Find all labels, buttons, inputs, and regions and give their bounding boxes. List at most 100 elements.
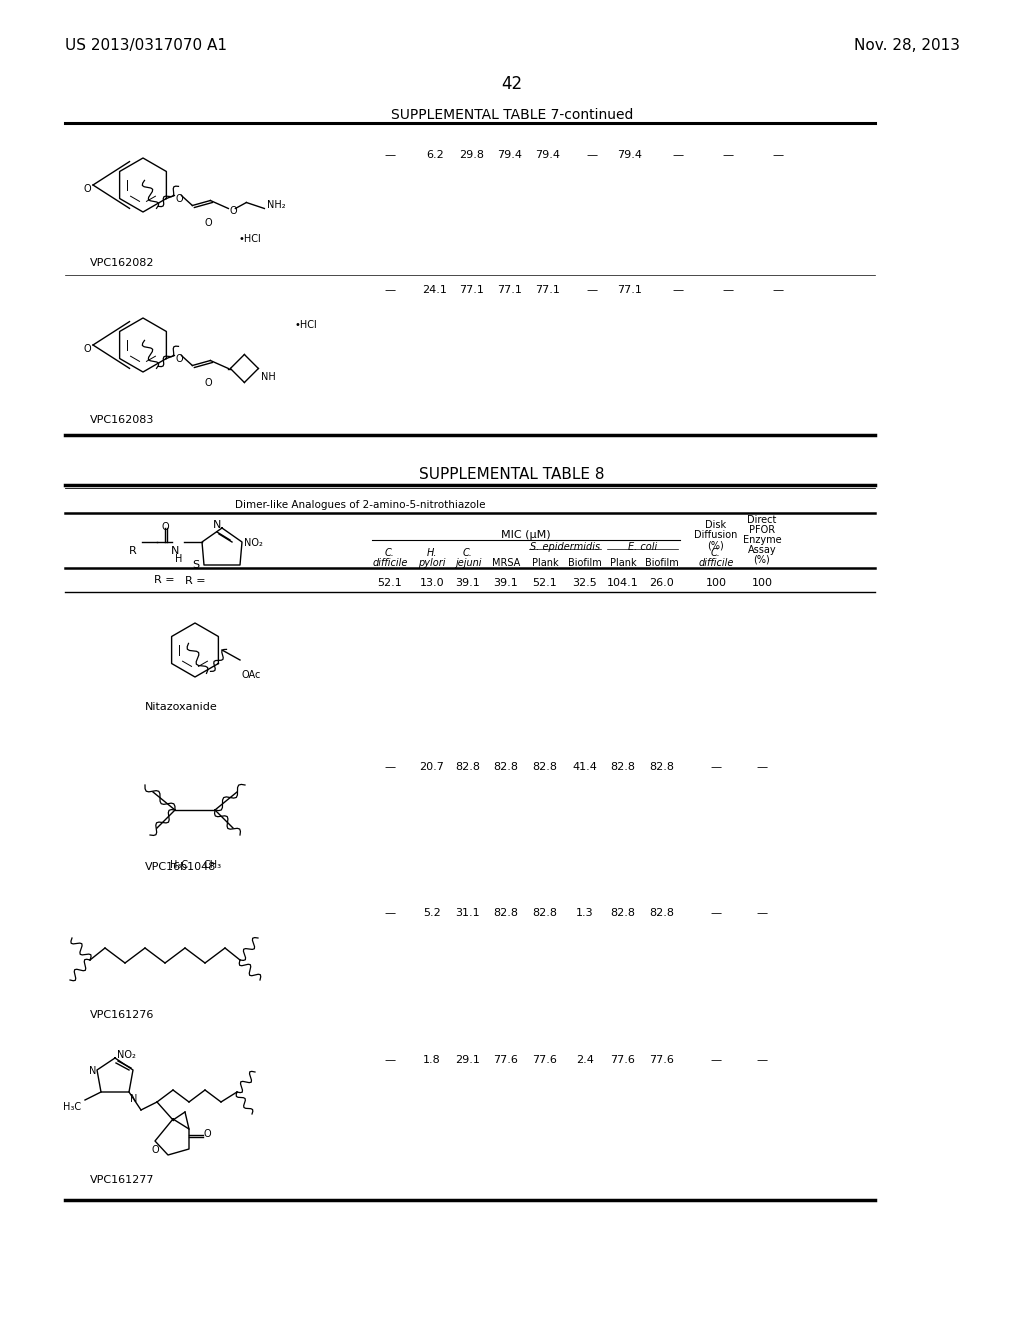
Text: OAc: OAc [242,671,261,680]
Text: NH₂: NH₂ [267,201,286,210]
Text: Nov. 28, 2013: Nov. 28, 2013 [854,38,961,53]
Text: O: O [229,206,237,215]
Text: —: — [772,285,783,294]
Text: 79.4: 79.4 [617,150,642,160]
Text: 77.1: 77.1 [617,285,642,294]
Text: 82.8: 82.8 [494,908,518,917]
Text: 82.8: 82.8 [532,762,557,772]
Text: —: — [723,285,733,294]
Text: 77.6: 77.6 [649,1055,675,1065]
Text: 82.8: 82.8 [610,762,636,772]
Text: —: — [757,908,768,917]
Text: 79.4: 79.4 [498,150,522,160]
Text: 42: 42 [502,75,522,92]
Text: 52.1: 52.1 [532,578,557,587]
Text: N: N [130,1094,137,1104]
Text: R: R [129,546,137,556]
Text: 41.4: 41.4 [572,762,597,772]
Text: C.: C. [385,548,395,558]
Text: •HCl: •HCl [239,235,261,244]
Text: —: — [711,908,722,917]
Text: —: — [587,285,598,294]
Text: 77.6: 77.6 [532,1055,557,1065]
Text: —: — [587,150,598,160]
Text: 82.8: 82.8 [456,762,480,772]
Text: O: O [205,379,212,388]
Text: —: — [772,150,783,160]
Text: —: — [757,762,768,772]
Text: pylori: pylori [418,558,445,568]
Text: —: — [711,1055,722,1065]
Text: 77.6: 77.6 [494,1055,518,1065]
Text: Enzyme: Enzyme [742,535,781,545]
Text: —: — [384,762,395,772]
Text: 39.1: 39.1 [494,578,518,587]
Text: O: O [83,183,91,194]
Text: H₃C: H₃C [170,861,188,870]
Text: VPC161277: VPC161277 [90,1175,155,1185]
Text: jejuni: jejuni [455,558,481,568]
Text: 82.8: 82.8 [532,908,557,917]
Text: —: — [711,762,722,772]
Text: C.: C. [463,548,473,558]
Text: MRSA: MRSA [492,558,520,568]
Text: O: O [151,1144,159,1155]
Text: H₃C: H₃C [63,1102,81,1111]
Text: 29.8: 29.8 [460,150,484,160]
Text: 52.1: 52.1 [378,578,402,587]
Text: 31.1: 31.1 [456,908,480,917]
Text: N: N [89,1067,96,1076]
Text: 100: 100 [706,578,726,587]
Text: —: — [723,150,733,160]
Text: PFOR: PFOR [749,525,775,535]
Text: —: — [757,1055,768,1065]
Text: 20.7: 20.7 [420,762,444,772]
Text: NO₂: NO₂ [117,1049,136,1060]
Text: H: H [175,554,182,564]
Text: 32.5: 32.5 [572,578,597,587]
Text: (%): (%) [754,554,770,565]
Text: —: — [384,150,395,160]
Text: difficile: difficile [698,558,733,568]
Text: 29.1: 29.1 [456,1055,480,1065]
Text: R =: R = [185,576,206,586]
Text: Assay: Assay [748,545,776,554]
Text: Biofilm: Biofilm [645,558,679,568]
Text: SUPPLEMENTAL TABLE 7-continued: SUPPLEMENTAL TABLE 7-continued [391,108,633,121]
Text: Direct: Direct [748,515,776,525]
Text: 77.6: 77.6 [610,1055,636,1065]
Text: 1.8: 1.8 [423,1055,441,1065]
Text: O: O [161,521,169,532]
Text: difficile: difficile [373,558,408,568]
Text: 82.8: 82.8 [494,762,518,772]
Text: 39.1: 39.1 [456,578,480,587]
Text: 82.8: 82.8 [649,908,675,917]
Text: NO₂: NO₂ [244,539,263,548]
Text: O: O [175,354,183,363]
Text: 104.1: 104.1 [607,578,639,587]
Text: CH₃: CH₃ [203,861,221,870]
Text: O: O [175,194,183,203]
Text: 24.1: 24.1 [423,285,447,294]
Text: H.: H. [427,548,437,558]
Text: Nitazoxanide: Nitazoxanide [145,702,218,711]
Text: Biofilm: Biofilm [568,558,602,568]
Text: VPC161276: VPC161276 [90,1010,155,1020]
Text: N: N [213,520,221,531]
Text: E. coli: E. coli [628,543,657,552]
Text: 82.8: 82.8 [649,762,675,772]
Text: 100: 100 [752,578,772,587]
Text: NH: NH [261,371,276,381]
Text: VPC162082: VPC162082 [90,257,155,268]
Text: (%): (%) [708,540,724,550]
Text: —: — [673,285,684,294]
Text: O: O [205,219,212,228]
Text: —: — [384,908,395,917]
Text: 2.4: 2.4 [577,1055,594,1065]
Text: MIC (μM): MIC (μM) [501,531,551,540]
Text: 26.0: 26.0 [649,578,675,587]
Text: 77.1: 77.1 [498,285,522,294]
Text: VPC162083: VPC162083 [90,414,155,425]
Text: 79.4: 79.4 [536,150,560,160]
Text: 82.8: 82.8 [610,908,636,917]
